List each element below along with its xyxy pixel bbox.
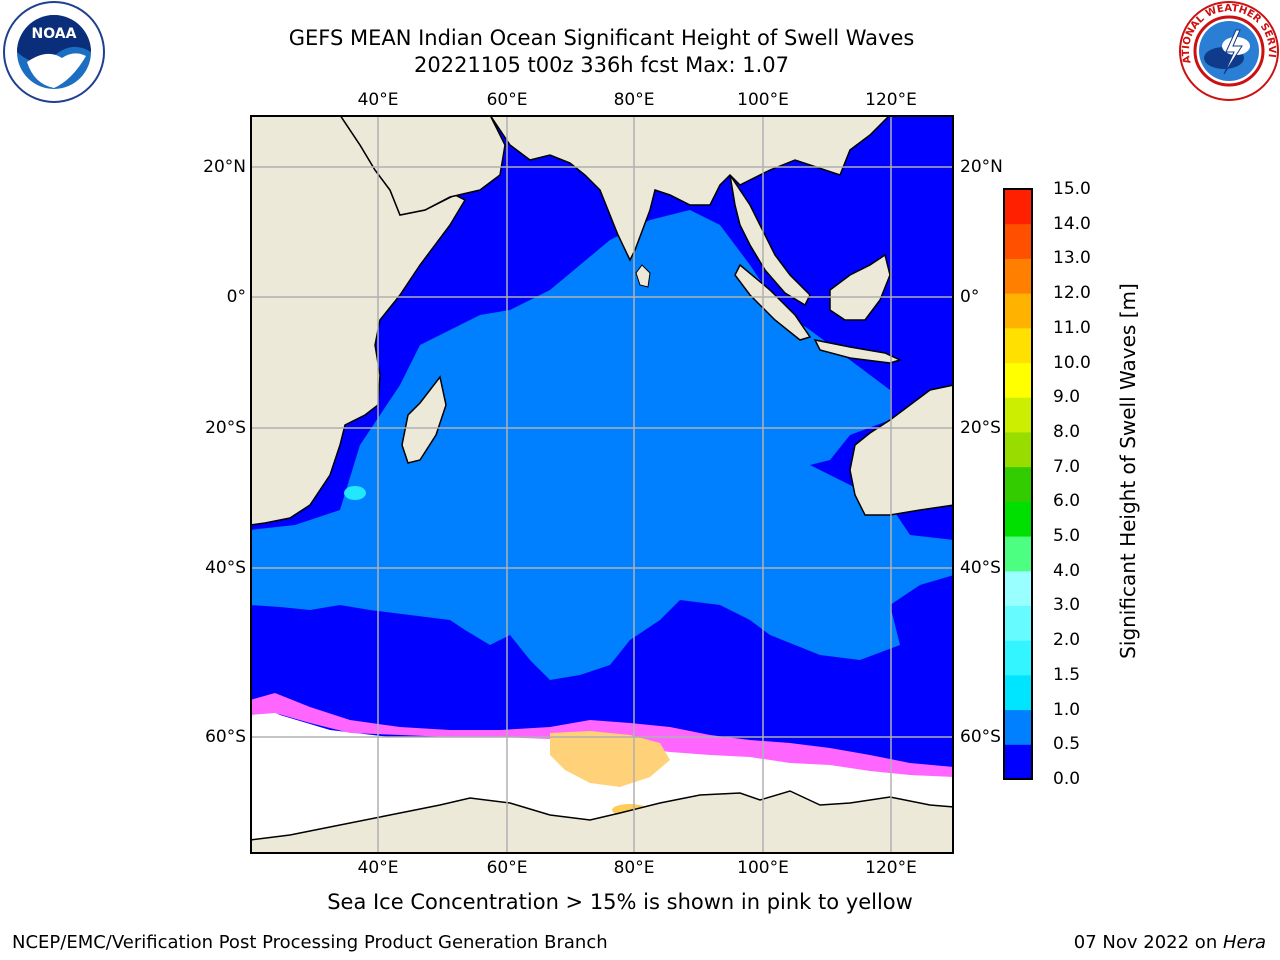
colorbar-segment xyxy=(1004,605,1032,641)
colorbar-segment xyxy=(1004,501,1032,537)
footer-host: Hera xyxy=(1222,932,1266,953)
lon-label-bottom: 80°E xyxy=(613,858,655,878)
colorbar xyxy=(1003,188,1033,780)
footer-date-text: 07 Nov 2022 on xyxy=(1073,932,1223,953)
swell-height-map xyxy=(250,115,954,854)
lat-label-right: 60°S xyxy=(960,727,1001,747)
colorbar-tick-label: 0.0 xyxy=(1053,769,1081,789)
colorbar-tick-label: 2.0 xyxy=(1053,630,1081,651)
colorbar-segment xyxy=(1004,362,1032,398)
colorbar-tick-label: 4.0 xyxy=(1053,560,1081,581)
map-frame xyxy=(250,115,954,854)
colorbar-tick-label: 1.5 xyxy=(1053,664,1081,685)
chart-title: GEFS MEAN Indian Ocean Significant Heigh… xyxy=(288,26,915,50)
lat-label-left: 20°S xyxy=(205,418,246,438)
lon-label-top: 60°E xyxy=(486,90,528,110)
noaa-logo-text: NOAA xyxy=(32,26,77,42)
colorbar-tick-label: 11.0 xyxy=(1053,317,1091,338)
land-asia xyxy=(489,115,892,262)
noaa-logo-icon: NOAA xyxy=(3,1,105,103)
land-malay xyxy=(729,174,811,307)
colorbar-tick-label: 12.0 xyxy=(1053,283,1091,304)
land-australia xyxy=(849,384,954,516)
ocean-cyan-spot xyxy=(344,486,366,500)
nws-logo-icon: NATIONAL WEATHER SERVICE xyxy=(1174,0,1279,101)
sea-ice-yellow xyxy=(550,731,670,787)
colorbar-label: Significant Height of Swell Waves [m] xyxy=(1116,283,1140,659)
colorbar-tick-label: 1.0 xyxy=(1053,699,1081,720)
noaa-logo: NOAA xyxy=(2,0,106,104)
colorbar-segment xyxy=(1004,431,1032,468)
lat-label-right: 20°N xyxy=(960,157,1003,177)
colorbar-tick-label: 6.0 xyxy=(1053,491,1081,512)
colorbar-segment xyxy=(1004,674,1032,711)
chart-subtitle: 20221105 t00z 336h fcst Max: 1.07 xyxy=(414,53,789,77)
lon-label-bottom: 100°E xyxy=(737,858,789,878)
nws-logo: NATIONAL WEATHER SERVICE xyxy=(1174,0,1280,102)
map-grid xyxy=(250,115,954,854)
land-java xyxy=(813,338,903,364)
lat-label-left: 20°N xyxy=(203,157,246,177)
colorbar-segment xyxy=(1004,223,1032,259)
lat-label-left: 40°S xyxy=(205,558,246,578)
lon-label-bottom: 40°E xyxy=(357,858,399,878)
colorbar-tick-label: 9.0 xyxy=(1053,387,1081,408)
colorbar-tick-label: 5.0 xyxy=(1053,526,1081,547)
colorbar-tick-label: 14.0 xyxy=(1053,213,1091,234)
lat-label-right: 20°S xyxy=(960,418,1001,438)
lon-label-bottom: 60°E xyxy=(486,858,528,878)
footer-branch: NCEP/EMC/Verification Post Processing Pr… xyxy=(12,932,608,953)
colorbar-tick-label: 8.0 xyxy=(1053,421,1081,442)
land-sri-lanka xyxy=(635,264,651,288)
lat-label-right: 40°S xyxy=(960,558,1001,578)
colorbar-segment xyxy=(1004,536,1032,572)
lon-label-top: 40°E xyxy=(357,90,399,110)
colorbar-tick-label: 7.0 xyxy=(1053,456,1081,477)
colorbar-segment xyxy=(1004,397,1032,433)
colorbar-segment xyxy=(1004,293,1032,329)
colorbar-tick-label: 13.0 xyxy=(1053,248,1091,269)
lon-label-top: 100°E xyxy=(737,90,789,110)
colorbar-tick-label: 15.0 xyxy=(1053,179,1091,199)
sea-ice-note: Sea Ice Concentration > 15% is shown in … xyxy=(327,890,913,914)
lon-label-bottom: 120°E xyxy=(865,858,917,878)
colorbar-tick-label: 10.0 xyxy=(1053,352,1091,373)
footer-date: 07 Nov 2022 on Hera xyxy=(1074,932,1266,953)
colorbar-segment xyxy=(1004,327,1032,364)
land-arabia xyxy=(339,115,506,216)
land-antarctica xyxy=(250,790,954,854)
colorbar-segment xyxy=(1004,744,1032,780)
lon-label-top: 80°E xyxy=(613,90,655,110)
land-sumatra xyxy=(734,263,812,341)
lat-label-right: 0° xyxy=(960,287,980,307)
lon-label-top: 120°E xyxy=(865,90,917,110)
lat-label-left: 60°S xyxy=(205,727,246,747)
land-borneo xyxy=(829,253,891,321)
colorbar-tick-label: 3.0 xyxy=(1053,595,1081,616)
colorbar-segment xyxy=(1004,709,1032,745)
colorbar-segment xyxy=(1004,189,1032,225)
colorbar-segment xyxy=(1004,570,1032,606)
ocean-mid-swell xyxy=(250,210,954,680)
colorbar-tick-label: 0.5 xyxy=(1053,734,1081,755)
colorbar-segment xyxy=(1004,466,1032,502)
lat-label-left: 0° xyxy=(226,287,246,307)
land-madagascar xyxy=(401,375,447,464)
colorbar-segment xyxy=(1004,258,1032,294)
colorbar-segment xyxy=(1004,640,1032,676)
